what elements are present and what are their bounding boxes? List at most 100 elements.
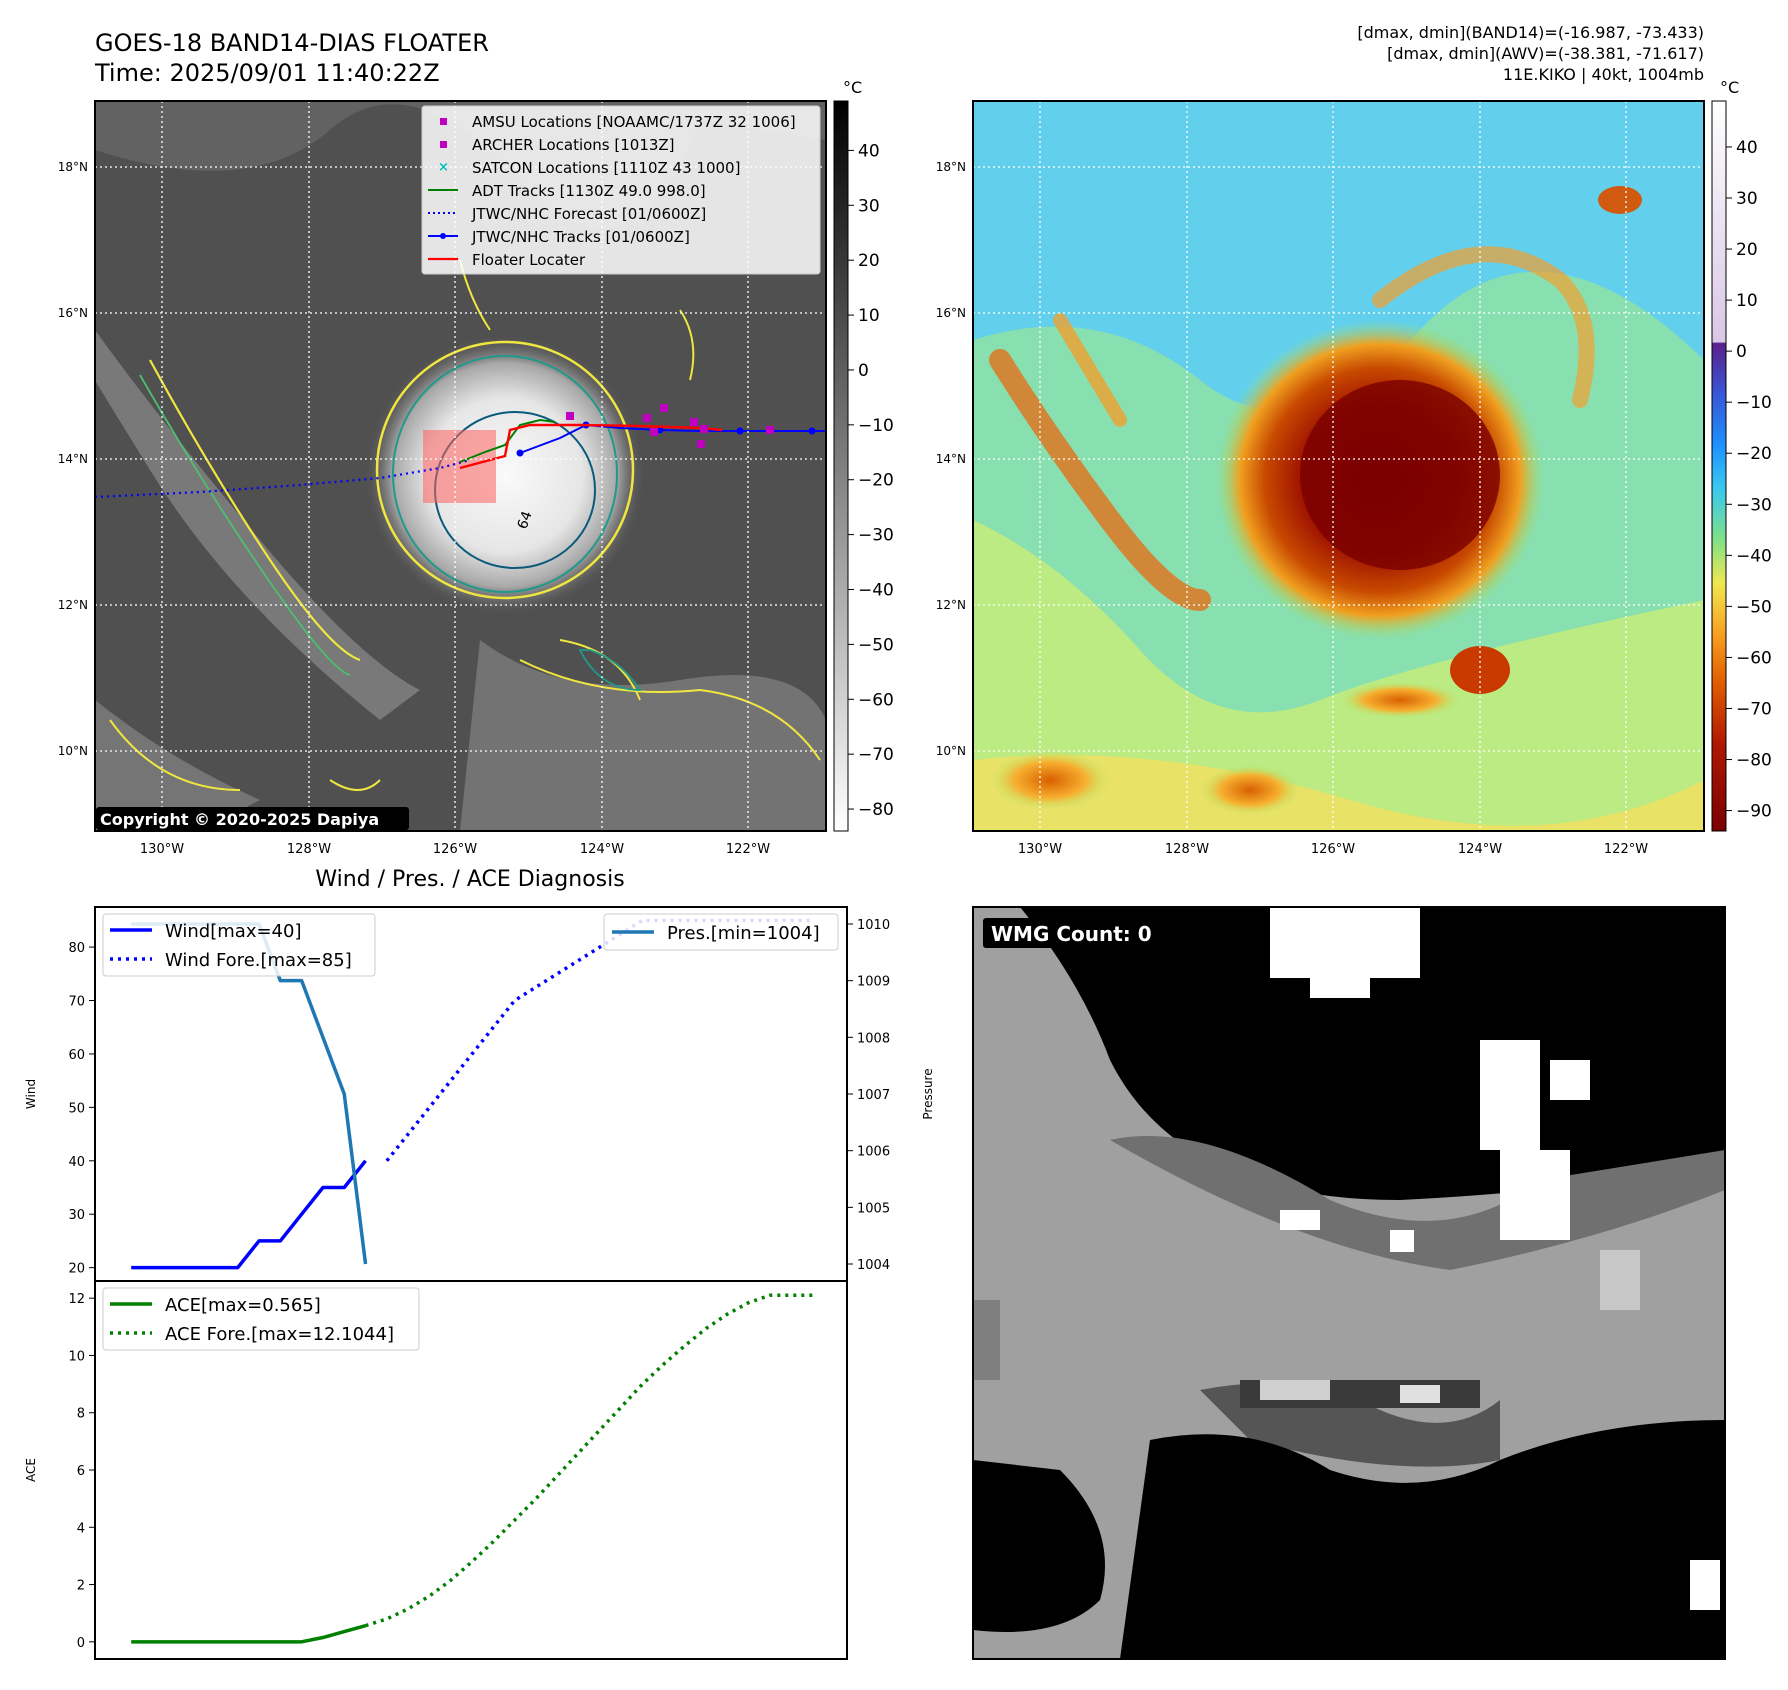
awv-colorbar-tick-label: 0 xyxy=(1736,342,1747,362)
awv-colorbar-tick-label: 30 xyxy=(1736,189,1758,209)
ir-lat-10: 10°N xyxy=(58,744,88,758)
ir-map-frame xyxy=(94,100,827,832)
wind-ylabel: Wind xyxy=(24,1079,38,1109)
info-line3: 11E.KIKO | 40kt, 1004mb xyxy=(1503,65,1704,84)
pressure-axis-tick-label: 1007 xyxy=(857,1088,890,1103)
awv-map-panel xyxy=(973,101,1704,831)
ir-colorbar-tick-label: −70 xyxy=(858,745,894,765)
ir-colorbar: °C 40 30 20 10 0 −10 −20 −30 −40 −50 −60 −70 −80 xyxy=(833,78,894,832)
contour-label-64: 64 xyxy=(515,509,536,531)
pressure-axis-tick-label: 1004 xyxy=(857,1258,890,1273)
awv-lat-labels: 18°N 16°N 14°N 12°N 10°N xyxy=(936,160,966,758)
wind-axis-tick-label: 40 xyxy=(68,1155,85,1170)
ir-lon-128: 128°W xyxy=(287,842,331,857)
ir-colorbar-tick-label: −40 xyxy=(858,580,894,600)
ir-lat-12: 12°N xyxy=(58,598,88,612)
ace-legend: ACE[max=0.565] ACE Fore.[max=12.1044] xyxy=(102,1287,420,1351)
ir-lat-14: 14°N xyxy=(58,452,88,466)
legend-wind-fore: Wind Fore.[max=85] xyxy=(165,950,352,971)
diagnosis-title: Wind / Pres. / ACE Diagnosis xyxy=(315,867,624,892)
awv-colorbar-tick-label: −70 xyxy=(1736,699,1772,719)
ir-colorbar-tick-label: 30 xyxy=(858,196,880,216)
ir-colorbar-tick-label: −10 xyxy=(858,416,894,436)
awv-lat-18: 18°N xyxy=(936,160,966,174)
awv-colorbar-tick-label: 20 xyxy=(1736,240,1758,260)
awv-colorbar-tick-label: 40 xyxy=(1736,138,1758,158)
awv-lon-130: 130°W xyxy=(1018,842,1062,857)
ir-colorbar-tick-label: −30 xyxy=(858,526,894,546)
ir-lon-124: 124°W xyxy=(580,842,624,857)
wmg-frame xyxy=(972,906,1726,1660)
adt-track xyxy=(459,418,556,463)
legend-ace: ACE[max=0.565] xyxy=(165,1295,321,1316)
ace-axis-tick-label: 10 xyxy=(68,1349,85,1364)
awv-colorbar-tick-label: −50 xyxy=(1736,597,1772,617)
ir-colorbar-tick-label: 0 xyxy=(858,361,869,381)
ir-lon-labels: 130°W 128°W 126°W 124°W 122°W xyxy=(140,842,770,857)
legend-label-satcon: SATCON Locations [1110Z 43 1000] xyxy=(472,159,740,177)
awv-lat-10: 10°N xyxy=(936,744,966,758)
ir-colorbar-tick-label: −20 xyxy=(858,471,894,491)
info-line2: [dmax, dmin](AWV)=(-38.381, -71.617) xyxy=(1387,44,1704,63)
awv-colorbar-tick-label: −20 xyxy=(1736,444,1772,464)
pressure-axis-tick-label: 1008 xyxy=(857,1031,890,1046)
info-line1: [dmax, dmin](BAND14)=(-16.987, -73.433) xyxy=(1357,23,1704,42)
ir-lat-16: 16°N xyxy=(58,306,88,320)
legend-wind: Wind[max=40] xyxy=(165,921,302,942)
awv-gridlines xyxy=(973,101,1704,831)
awv-colorbar-tick-label: −60 xyxy=(1736,648,1772,668)
ir-colorbar-tick-label: 40 xyxy=(858,141,880,161)
wind-legend: Wind[max=40] Wind Fore.[max=85] xyxy=(102,913,376,977)
wind-axis-tick-label: 30 xyxy=(68,1208,85,1223)
awv-lon-124: 124°W xyxy=(1458,842,1502,857)
awv-colorbar-tick-label: −30 xyxy=(1736,495,1772,515)
copyright-text: Copyright © 2020-2025 Dapiya xyxy=(100,810,379,829)
ace-axis-tick-label: 8 xyxy=(77,1407,85,1422)
floater-box xyxy=(423,430,496,503)
wind-pres-plot: 20 30 40 50 60 70 80 1004 1005 1006 1007 1008 1009 1… xyxy=(24,906,935,1282)
ir-lat-18: 18°N xyxy=(58,160,88,174)
ace-axis-tick-label: 6 xyxy=(77,1464,85,1479)
ir-lon-130: 130°W xyxy=(140,842,184,857)
awv-colorbar-tick-label: −80 xyxy=(1736,751,1772,771)
ir-colorbar-tick-label: −50 xyxy=(858,635,894,655)
wind-axis-tick-label: 80 xyxy=(68,941,85,956)
legend-label-jtwc-tracks: JTWC/NHC Tracks [01/0600Z] xyxy=(471,228,690,246)
pressure-axis-tick-label: 1005 xyxy=(857,1201,890,1216)
ir-lon-122: 122°W xyxy=(726,842,770,857)
pressure-axis-tick-label: 1009 xyxy=(857,975,890,990)
awv-lon-122: 122°W xyxy=(1604,842,1648,857)
ir-colorbar-tick-label: −80 xyxy=(858,800,894,820)
awv-lon-labels: 130°W 128°W 126°W 124°W 122°W xyxy=(1018,842,1648,857)
legend-label-amsu: AMSU Locations [NOAAMC/1737Z 32 1006] xyxy=(472,113,796,131)
legend-marker-amsu xyxy=(440,118,447,125)
amsu-archer-points xyxy=(566,404,774,448)
ace-axis-tick-label: 2 xyxy=(77,1579,85,1594)
awv-colorbar-unit: °C xyxy=(1720,78,1739,97)
ir-colorbar-unit: °C xyxy=(843,78,862,97)
wind-series-line xyxy=(131,1159,367,1270)
awv-lon-126: 126°W xyxy=(1311,842,1355,857)
pressure-axis-tick-label: 1010 xyxy=(857,918,890,933)
title-line1: GOES-18 BAND14-DIAS FLOATER xyxy=(95,29,489,57)
ace-plot: 0 2 4 6 8 10 12 ACE ACE[max=0.565] ACE Fore.[m… xyxy=(24,1280,848,1660)
awv-lat-12: 12°N xyxy=(936,598,966,612)
wind-axis-tick-label: 60 xyxy=(68,1048,85,1063)
ir-map-panel: 64 xyxy=(95,101,826,831)
ir-colorbar-tick-label: 20 xyxy=(858,251,880,271)
awv-map-frame xyxy=(972,100,1705,832)
awv-lat-16: 16°N xyxy=(936,306,966,320)
legend-label-floater: Floater Locater xyxy=(472,251,586,269)
ir-legend: × AMSU Locations [NOAAMC/1737Z 32 1006] … xyxy=(421,105,821,275)
ace-axis-tick-label: 12 xyxy=(68,1292,85,1307)
ir-lon-126: 126°W xyxy=(433,842,477,857)
ace-ylabel: ACE xyxy=(24,1458,38,1482)
wmg-count-label: WMG Count: 0 xyxy=(991,922,1152,946)
legend-ace-fore: ACE Fore.[max=12.1044] xyxy=(165,1324,394,1345)
legend-marker-archer xyxy=(440,141,447,148)
legend-pres: Pres.[min=1004] xyxy=(667,923,820,944)
title-line2: Time: 2025/09/01 11:40:22Z xyxy=(94,59,440,87)
ir-colorbar-tick-label: −60 xyxy=(858,690,894,710)
wmg-panel xyxy=(973,907,1725,1659)
